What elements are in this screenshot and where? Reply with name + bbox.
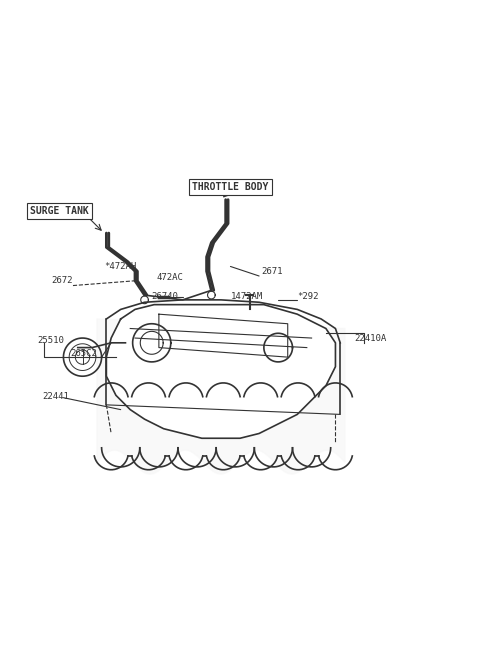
Polygon shape bbox=[107, 305, 336, 438]
Polygon shape bbox=[97, 319, 345, 474]
Text: 2671: 2671 bbox=[262, 267, 283, 276]
Text: SURGE TANK: SURGE TANK bbox=[30, 206, 89, 216]
Text: 22410A: 22410A bbox=[355, 334, 387, 344]
Text: 26740: 26740 bbox=[152, 292, 179, 301]
Text: *292: *292 bbox=[297, 292, 319, 301]
Text: THROTTLE BODY: THROTTLE BODY bbox=[192, 182, 269, 192]
Text: 25510: 25510 bbox=[37, 336, 64, 345]
Text: 1472AM: 1472AM bbox=[230, 292, 263, 301]
Text: 265C2: 265C2 bbox=[71, 350, 97, 358]
Text: *472AH: *472AH bbox=[104, 262, 136, 271]
Text: 22441: 22441 bbox=[42, 392, 69, 401]
Text: 2672: 2672 bbox=[51, 277, 73, 285]
Text: 472AC: 472AC bbox=[156, 273, 183, 282]
